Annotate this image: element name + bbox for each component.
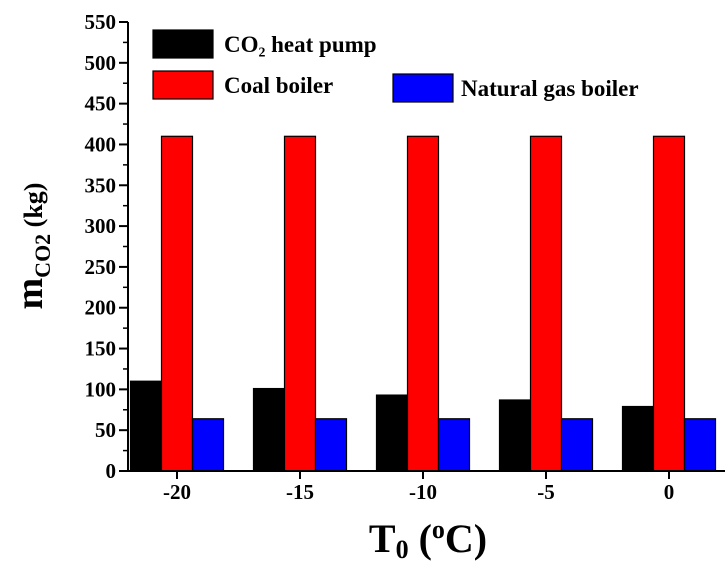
bars-group	[129, 135, 717, 472]
x-tick-label: -20	[163, 480, 191, 504]
y-tick-label: 350	[85, 173, 117, 197]
x-tick-label: -15	[286, 480, 314, 504]
y-axis-title-sub: CO2	[30, 234, 55, 278]
y-tick-label: 300	[85, 214, 117, 238]
x-axis-title: T0 (oC)	[369, 515, 487, 561]
y-axis-title: mCO2 (kg)	[9, 183, 55, 310]
x-axis-title-sub: 0	[396, 535, 409, 561]
bar-coal-boiler--15	[283, 135, 317, 472]
x-axis-title-unit: C)	[445, 516, 487, 561]
bar-co-heat-pump--20	[129, 380, 163, 472]
bar-natural-gas-boiler-0	[683, 418, 717, 472]
bar-natural-gas-boiler--20	[191, 418, 225, 472]
x-tick-label: -10	[409, 480, 437, 504]
bar-coal-boiler--5	[529, 135, 563, 472]
y-tick-label: 250	[85, 255, 117, 279]
y-tick-label: 450	[85, 92, 117, 116]
y-tick-label: 400	[85, 132, 117, 156]
bar-natural-gas-boiler--10	[437, 418, 471, 472]
y-tick-label: 150	[85, 337, 117, 361]
bar-co-heat-pump--15	[252, 387, 286, 472]
legend-swatch-coal-boiler	[152, 70, 214, 100]
y-axis-title-unit: (kg)	[19, 183, 48, 234]
x-tick-label: -5	[537, 480, 555, 504]
legend: CO₂ heat pump Coal boiler Natural gas boil…	[152, 29, 639, 103]
legend-swatch-natural-gas-boiler	[392, 73, 454, 103]
bar-natural-gas-boiler--5	[560, 418, 594, 472]
bar-coal-boiler--20	[160, 135, 194, 472]
bar-co-heat-pump--5	[498, 399, 532, 472]
y-ticks-group: 0 50 100 150 200 250 300 350 400 450 500 550	[85, 10, 128, 483]
y-axis-title-main: m	[9, 278, 51, 310]
x-axis-title-main: T	[369, 516, 396, 561]
y-tick-label: 500	[85, 51, 117, 75]
x-tick-label: 0	[664, 480, 675, 504]
legend-label-co-heat-pump: CO₂ heat pump	[224, 32, 377, 57]
x-axis-title-open: (	[409, 516, 432, 561]
bar-co-heat-pump--10	[375, 394, 409, 472]
x-ticks-group: -20 -15 -10 -5 0	[163, 471, 674, 504]
bar-natural-gas-boiler--15	[314, 418, 348, 472]
bar-coal-boiler--10	[406, 135, 440, 472]
y-tick-label: 50	[95, 418, 116, 442]
legend-swatch-co-heat-pump	[152, 29, 214, 59]
legend-label-coal-boiler: Coal boiler	[224, 73, 333, 98]
y-tick-label: 550	[85, 10, 117, 34]
x-axis-title-sup: o	[432, 515, 445, 544]
y-tick-label: 200	[85, 296, 117, 320]
bar-co-heat-pump-0	[621, 405, 655, 472]
y-tick-label: 0	[106, 459, 117, 483]
bar-coal-boiler-0	[652, 135, 686, 472]
y-tick-label: 100	[85, 377, 117, 401]
legend-label-natural-gas-boiler: Natural gas boiler	[461, 76, 639, 101]
